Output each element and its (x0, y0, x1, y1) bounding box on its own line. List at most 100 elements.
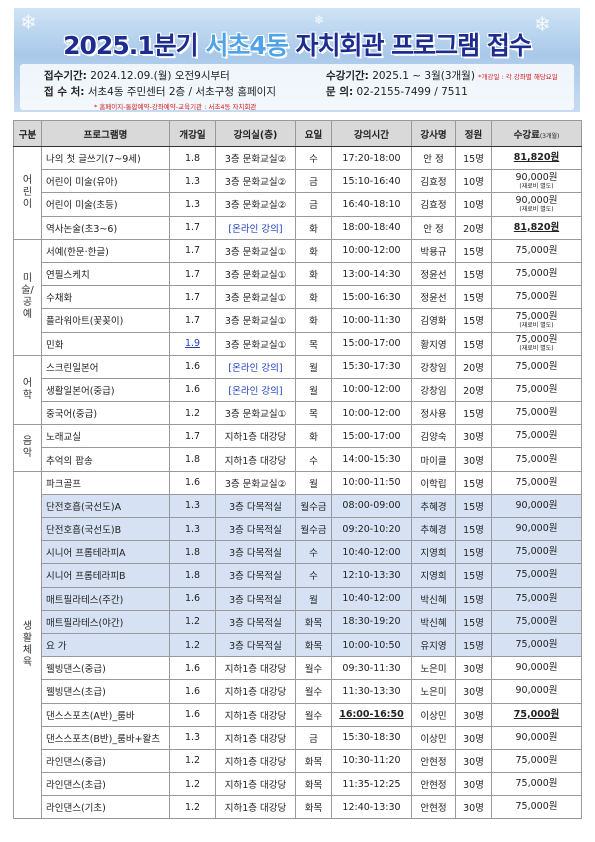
program-name-text: 추억의 팝송 (46, 455, 93, 467)
class-time: 10:00-12:00 (331, 238, 412, 263)
capacity: 15명 (455, 563, 492, 588)
teacher-text: 강창임 (420, 385, 447, 397)
class-time: 10:40-12:00 (331, 586, 412, 611)
table-row: 생활일본어(중급) 1.6 [온라인 강의] 월 10:00-12:00 강창임 20명 75… (14, 377, 582, 403)
room: 3층 문화교실① (215, 238, 296, 263)
fee-amount: 75,000원 (515, 801, 558, 813)
teacher-text: 안 정 (423, 223, 444, 235)
category-cell: 음악 (13, 424, 42, 472)
header-category: 구분 (13, 120, 42, 147)
day-of-week: 화 (295, 424, 332, 449)
day-of-week-text: 월수금 (300, 501, 327, 513)
day-of-week-text: 수 (309, 154, 318, 166)
day-of-week-text: 화목 (304, 780, 323, 792)
day-of-week: 월 (295, 470, 332, 495)
start-date-text: 1.6 (184, 685, 201, 697)
program-name-text: 연필스케치 (46, 270, 90, 282)
class-time-text: 18:00-18:40 (342, 222, 401, 234)
start-date-text: 1.2 (184, 778, 201, 790)
class-time: 10:00-10:50 (331, 632, 412, 658)
program-name-text: 역사논술(초3~6) (46, 223, 118, 235)
capacity-text: 30명 (463, 780, 484, 792)
capacity-text: 30명 (463, 803, 484, 815)
fee-amount: 75,000원 (515, 569, 558, 581)
fee: 81,820원 (491, 145, 582, 171)
day-of-week-text: 화목 (304, 803, 323, 815)
fee-amount: 75,000원 (515, 476, 558, 488)
room: 3층 문화교실① (215, 261, 296, 287)
fee: 90,000원 (491, 725, 582, 750)
day-of-week: 화목 (295, 772, 332, 797)
program-name-text: 파크골프 (46, 478, 81, 490)
program-name-text: 웰빙댄스(중급) (46, 664, 106, 676)
capacity: 20명 (455, 377, 492, 403)
day-of-week-text: 화 (309, 270, 318, 282)
table-row: 웰빙댄스(중급) 1.6 지하1층 대강당 월수 09:30-11:30 노은미 30명 90… (14, 656, 582, 681)
day-of-week-text: 월 (309, 385, 318, 397)
class-time: 10:30-11:20 (331, 748, 412, 774)
start-date-text: 1.7 (184, 314, 201, 326)
room: 3층 다목적실 (215, 609, 296, 634)
program-name: 추억의 팝송 (41, 447, 170, 472)
table-row: 댄스스포츠(B반)_룸바+왈츠 1.3 지하1층 대강당 금 15:30-18:30 이상… (14, 725, 582, 750)
header-start: 개강일 (169, 120, 216, 147)
teacher-text: 이학립 (420, 478, 447, 490)
program-name-text: 노래교실 (46, 432, 81, 444)
table-row: 라인댄스(기초) 1.2 지하1층 대강당 화목 12:40-13:30 안현정 30명 75… (14, 795, 582, 820)
teacher: 안 정 (411, 215, 456, 240)
start-date-text: 1.7 (184, 291, 201, 303)
room: 3층 다목적실 (215, 493, 296, 519)
capacity: 15명 (455, 285, 492, 310)
day-of-week: 금 (295, 192, 332, 217)
start-date-text: 1.3 (184, 175, 201, 187)
teacher-text: 마이클 (420, 455, 447, 467)
day-of-week: 수 (295, 145, 332, 171)
class-time-text: 11:30-13:30 (342, 685, 401, 697)
start-date: 1.2 (169, 748, 216, 774)
teacher: 지영희 (411, 563, 456, 588)
class-time: 17:20-18:00 (331, 145, 412, 171)
teacher-text: 노은미 (420, 687, 447, 699)
class-time: 13:00-14:30 (331, 261, 412, 287)
fee: 75,000원 (491, 632, 582, 658)
program-name: 생활일본어(중급) (41, 377, 170, 403)
program-name-text: 라인댄스(기초) (46, 803, 106, 815)
day-of-week: 월수 (295, 656, 332, 681)
fee: 75,000원 (491, 586, 582, 611)
fee: 75,000원 (491, 424, 582, 449)
day-of-week: 월수 (295, 679, 332, 704)
fee: 75,000원 (491, 354, 582, 379)
snowflake-icon: ❄ (512, 41, 523, 55)
capacity: 10명 (455, 169, 492, 194)
room: 지하1층 대강당 (215, 748, 296, 774)
program-name-text: 민화 (46, 339, 64, 351)
program-name: 라인댄스(기초) (41, 795, 170, 820)
room-text: 지하1층 대강당 (224, 687, 287, 699)
capacity: 15명 (455, 470, 492, 495)
program-name-text: 댄스스포츠(A반)_룸바 (46, 710, 135, 722)
teacher: 이학립 (411, 470, 456, 495)
start-date-text: 1.6 (184, 662, 201, 674)
class-time-text: 16:00-16:50 (339, 709, 404, 721)
fee-amount: 90,000원 (515, 171, 558, 183)
program-name-text: 매트필라테스(야간) (46, 617, 124, 629)
room-text: 지하1층 대강당 (224, 432, 287, 444)
room: [온라인 강의] (215, 215, 296, 240)
capacity: 15명 (455, 516, 492, 542)
room-text: 3층 문화교실① (224, 293, 287, 305)
fee-amount: 75,000원 (515, 383, 558, 395)
fee-amount: 75,000원 (515, 453, 558, 465)
day-of-week-text: 화 (309, 246, 318, 258)
start-date-text: 1.2 (184, 616, 201, 628)
start-date: 1.8 (169, 145, 216, 171)
registration-label: 접수기간: (44, 70, 87, 82)
teacher: 김효정 (411, 192, 456, 217)
reception-value: 서초4동 주민센터 2층 / 서초구청 홈페이지 (87, 86, 276, 98)
teacher-text: 안현정 (420, 803, 447, 815)
capacity: 15명 (455, 145, 492, 171)
program-name: 연필스케치 (41, 261, 170, 287)
table-row: 추억의 팝송 1.8 지하1층 대강당 수 14:00-15:30 마이클 30명 75,00… (14, 447, 582, 472)
room: 3층 다목적실 (215, 632, 296, 658)
capacity-text: 20명 (463, 223, 484, 235)
table-row: 어린이 미술(초등) 1.3 3층 문화교실② 금 16:40-18:10 김효정 10명 9… (14, 192, 582, 217)
